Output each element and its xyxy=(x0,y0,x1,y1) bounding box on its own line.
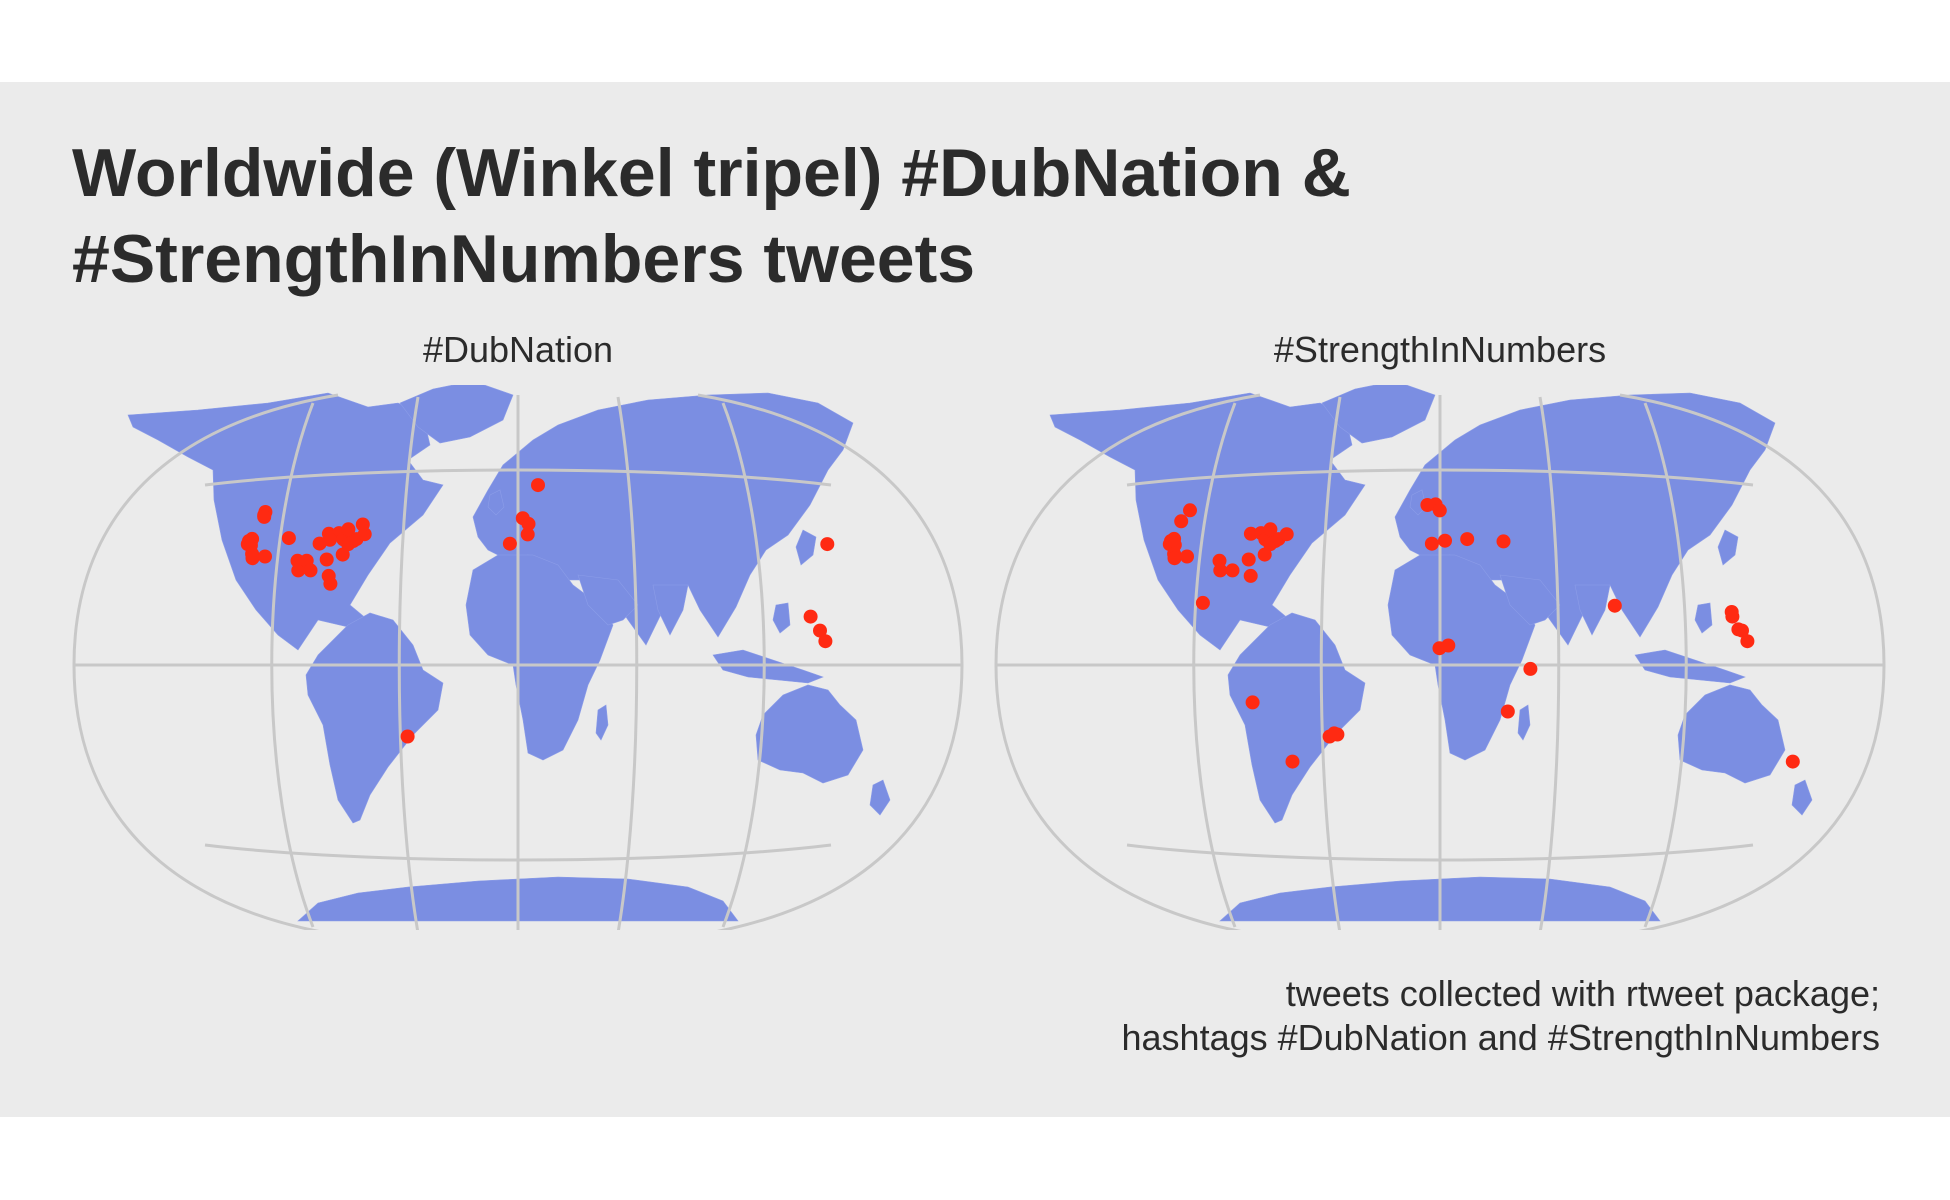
tweet-point xyxy=(1263,522,1278,537)
tweet-point xyxy=(1496,534,1511,549)
tweet-points-strengthinnumbers xyxy=(1162,497,1800,769)
facet-label-dubnation: #DubNation xyxy=(422,329,614,370)
tweet-point xyxy=(818,634,833,649)
tweet-point xyxy=(1731,622,1746,637)
land-masses xyxy=(1049,385,1813,922)
tweet-point xyxy=(1225,563,1240,578)
tweet-point xyxy=(820,537,835,552)
tweet-point xyxy=(502,536,517,551)
tweet-point xyxy=(291,563,306,578)
graticule xyxy=(994,393,1886,930)
tweet-point xyxy=(1740,634,1755,649)
tweet-point xyxy=(335,547,350,562)
tweet-point xyxy=(1174,514,1189,529)
land-masses xyxy=(127,385,891,922)
tweet-point xyxy=(341,522,356,537)
caption-line-2: hashtags #DubNation and #StrengthInNumbe… xyxy=(1121,1017,1880,1058)
tweet-point xyxy=(1607,598,1622,613)
tweet-point xyxy=(1243,526,1258,541)
tweet-point xyxy=(520,527,535,542)
title-line-2: #StrengthInNumbers tweets xyxy=(72,221,976,297)
tweet-point xyxy=(257,509,272,524)
tweet-points-dubnation xyxy=(240,478,835,744)
tweet-point xyxy=(1213,563,1228,578)
facet-label-strengthinnumbers: #StrengthInNumbers xyxy=(1273,329,1607,370)
map-dubnation xyxy=(72,385,964,930)
tweet-point xyxy=(813,623,827,638)
tweet-point xyxy=(281,531,296,546)
tweet-point xyxy=(400,729,415,744)
tweet-point xyxy=(1438,533,1452,548)
tweet-point xyxy=(1424,536,1439,551)
tweet-point xyxy=(1279,527,1294,542)
tweet-point xyxy=(1441,638,1456,653)
tweet-point xyxy=(1195,595,1210,610)
title-line-1: Worldwide (Winkel tripel) #DubNation & xyxy=(72,135,1351,211)
map-title: Worldwide (Winkel tripel) #DubNation & #… xyxy=(72,130,1772,302)
tweet-point xyxy=(245,551,260,566)
tweet-point xyxy=(1243,568,1258,583)
graticule xyxy=(72,393,964,930)
caption: tweets collected with rtweet package; ha… xyxy=(880,972,1880,1060)
tweet-point xyxy=(1500,704,1515,719)
tweet-point xyxy=(303,563,318,578)
tweet-point xyxy=(1245,695,1260,710)
tweet-point xyxy=(1785,754,1800,769)
tweet-point xyxy=(355,517,370,532)
tweet-point xyxy=(1241,552,1256,567)
tweet-point xyxy=(258,549,272,564)
tweet-point xyxy=(1724,605,1739,619)
tweet-point xyxy=(1183,503,1197,518)
tweet-point xyxy=(1460,532,1475,547)
tweet-point xyxy=(319,552,334,567)
tweet-point xyxy=(1327,726,1342,741)
tweet-point xyxy=(312,536,327,551)
tweet-point xyxy=(1180,549,1194,564)
tweet-point xyxy=(1257,547,1272,562)
tweet-point xyxy=(1167,551,1182,566)
tweet-point xyxy=(521,516,536,531)
tweet-point xyxy=(803,609,818,624)
tweet-point xyxy=(1523,661,1538,676)
tweet-point xyxy=(531,478,545,493)
tweet-point xyxy=(1285,754,1300,769)
map-strengthinnumbers xyxy=(994,385,1886,930)
caption-line-1: tweets collected with rtweet package; xyxy=(1285,973,1880,1014)
tweet-point xyxy=(1432,503,1447,518)
tweet-point xyxy=(323,576,338,591)
